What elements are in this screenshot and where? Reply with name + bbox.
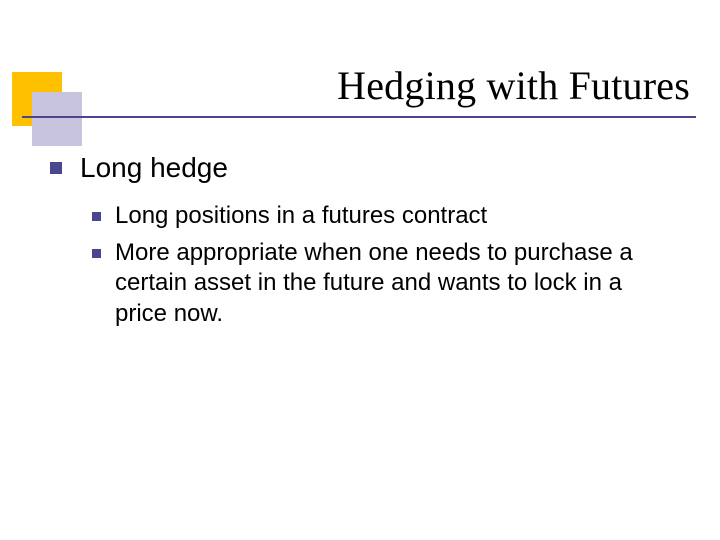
list-item-level2: Long positions in a futures contract bbox=[92, 201, 680, 232]
list-item-level2: More appropriate when one needs to purch… bbox=[92, 238, 680, 330]
level2-text: Long positions in a futures contract bbox=[115, 201, 487, 232]
level1-text: Long hedge bbox=[80, 150, 228, 185]
body-content: Long hedge Long positions in a futures c… bbox=[50, 150, 680, 330]
sub-list: Long positions in a futures contract Mor… bbox=[92, 201, 680, 330]
bullet-square-icon bbox=[92, 212, 101, 221]
title-wrap: Hedging with Futures bbox=[0, 62, 690, 109]
bullet-square-icon bbox=[92, 249, 101, 258]
title-underline bbox=[22, 116, 696, 118]
list-item-level1: Long hedge bbox=[50, 150, 680, 185]
slide-title: Hedging with Futures bbox=[337, 62, 690, 109]
level2-text: More appropriate when one needs to purch… bbox=[115, 238, 680, 330]
slide: Hedging with Futures Long hedge Long pos… bbox=[0, 0, 720, 540]
bullet-square-icon bbox=[50, 162, 62, 174]
